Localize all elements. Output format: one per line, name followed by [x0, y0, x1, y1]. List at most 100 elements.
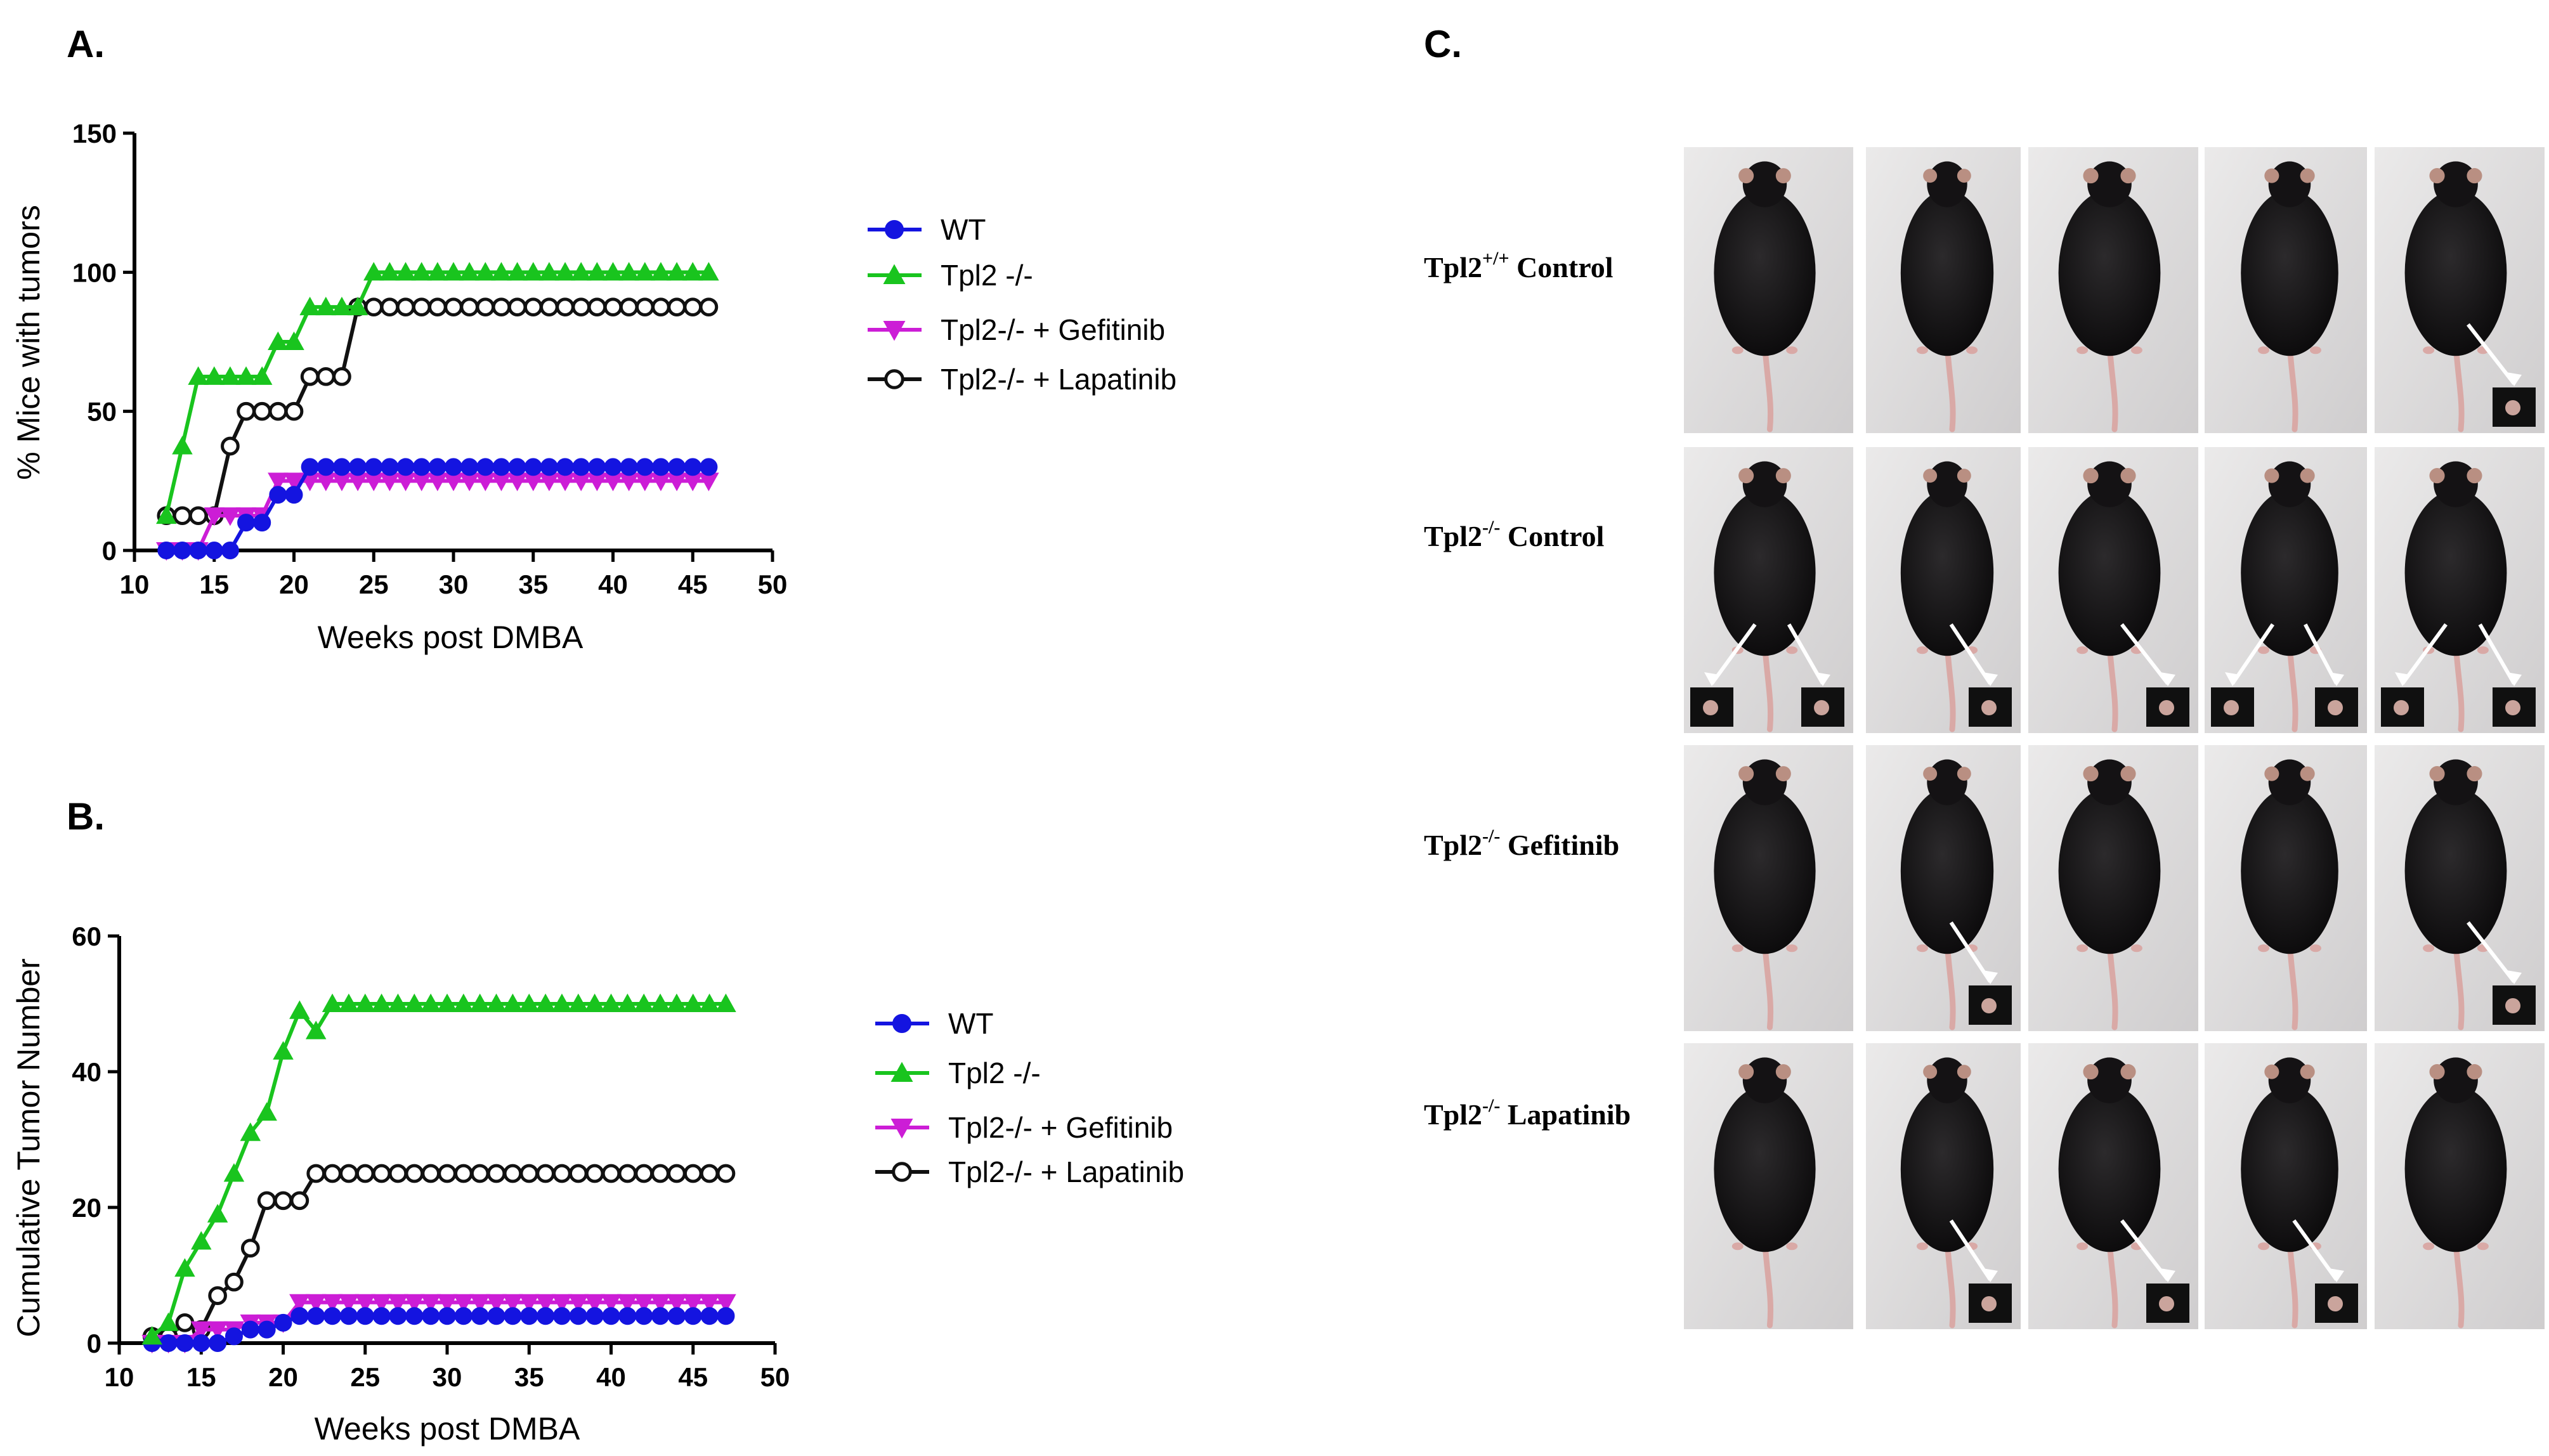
data-point [603, 472, 623, 491]
mouse-head [1742, 1057, 1787, 1103]
data-point [191, 1321, 212, 1340]
x-tick-label: 45 [678, 569, 708, 599]
data-point [587, 262, 608, 281]
data-point [427, 262, 448, 281]
mouse-head [2268, 161, 2311, 207]
data-point [428, 458, 447, 476]
mouse-ear [2083, 168, 2099, 184]
mouse-paw [2076, 646, 2089, 654]
legend-label: WT [948, 1007, 994, 1040]
data-point [535, 993, 556, 1012]
mouse-head [2087, 759, 2132, 805]
data-point [519, 993, 540, 1012]
tumor-inset-spot [2505, 400, 2520, 415]
row-label-3: Tpl2-/- Lapatinib [1424, 1095, 1631, 1131]
tumor-arrow-head [2160, 1268, 2175, 1282]
data-point [667, 1164, 686, 1183]
data-point [323, 1164, 342, 1183]
mouse-paw [2423, 346, 2435, 354]
series-tpl2 [156, 262, 719, 524]
mouse-photo [1866, 147, 2021, 433]
data-point [221, 436, 240, 456]
data-point [519, 1164, 539, 1183]
tumor-inset-spot [2328, 1296, 2343, 1311]
mouse-paw [2258, 646, 2270, 654]
data-point [172, 436, 193, 455]
data-point [396, 297, 415, 317]
data-point [601, 1294, 622, 1313]
tumor-inset-spot [2224, 700, 2239, 715]
data-point [487, 1307, 505, 1325]
data-point [618, 472, 639, 491]
data-point [273, 1191, 293, 1211]
tumor-arrow-head [1983, 970, 1998, 984]
tumor-arrow [2467, 323, 2516, 385]
data-point [651, 1307, 670, 1325]
tumor-inset-spot [2159, 700, 2174, 715]
data-point [223, 1163, 245, 1182]
data-point [219, 507, 241, 526]
data-point [551, 1294, 573, 1313]
mouse-tail [2286, 1237, 2298, 1329]
data-point [486, 1294, 507, 1313]
data-point [554, 472, 576, 491]
data-point [404, 993, 425, 1012]
data-point [323, 1307, 342, 1325]
mouse-tail [2106, 939, 2118, 1030]
mouse-body [1900, 788, 1994, 954]
mouse-head [2434, 161, 2478, 207]
tumor-arrow [2120, 1219, 2170, 1281]
data-point [173, 542, 192, 559]
mouse-head [1927, 461, 1967, 507]
mouse-body [2404, 1086, 2507, 1252]
data-point [347, 472, 368, 491]
mouse-paw [2076, 944, 2089, 952]
data-point [445, 458, 462, 476]
mouse-ear [2264, 766, 2279, 781]
data-point [699, 297, 719, 317]
data-point [520, 1307, 538, 1325]
mouse-photo-grid: Tpl2+/+ Control Tpl2-/- Control Tpl2-/- Ge… [1424, 147, 2545, 1329]
tumor-arrow-head [2395, 672, 2410, 686]
data-point [306, 1164, 326, 1183]
data-point [284, 472, 304, 491]
mouse-tail [2286, 939, 2298, 1030]
mouse-body [2241, 788, 2338, 954]
data-point [651, 297, 670, 317]
data-point [538, 262, 560, 281]
mouse-body [2404, 788, 2507, 954]
mouse-ear [2264, 468, 2279, 483]
mouse-photo [1684, 1043, 1853, 1329]
mouse-ear [2300, 1064, 2315, 1079]
legend-item-wt: WT [868, 213, 986, 246]
data-point [338, 1294, 360, 1313]
data-point [650, 472, 672, 491]
mouse-paw [2309, 346, 2321, 354]
data-point [635, 297, 655, 317]
mouse-paw [1916, 1242, 1928, 1251]
mouse-ear [1957, 767, 1971, 781]
data-point [427, 472, 448, 491]
x-tick-label: 40 [598, 569, 628, 599]
mouse-ear [2467, 1064, 2482, 1080]
mouse-paw [2477, 1242, 2489, 1251]
mouse-head [2087, 161, 2132, 207]
tumor-arrow [2467, 921, 2516, 983]
data-point [633, 1294, 655, 1313]
data-point [421, 1164, 441, 1183]
mouse-ear [2467, 168, 2482, 184]
tumor-arrow-head [2160, 672, 2175, 686]
data-point [219, 366, 241, 385]
mouse-body [1714, 190, 1816, 356]
data-point [331, 296, 353, 316]
data-point [300, 367, 320, 386]
y-tick-label: 0 [87, 1329, 101, 1358]
mouse-tail [1944, 939, 1956, 1030]
mouse-paw [1966, 346, 1978, 354]
data-point [585, 1164, 604, 1183]
data-point [356, 1307, 374, 1325]
data-point [372, 1164, 391, 1183]
data-point [256, 1102, 277, 1121]
mouse-head [2434, 759, 2478, 805]
data-point [603, 297, 623, 317]
